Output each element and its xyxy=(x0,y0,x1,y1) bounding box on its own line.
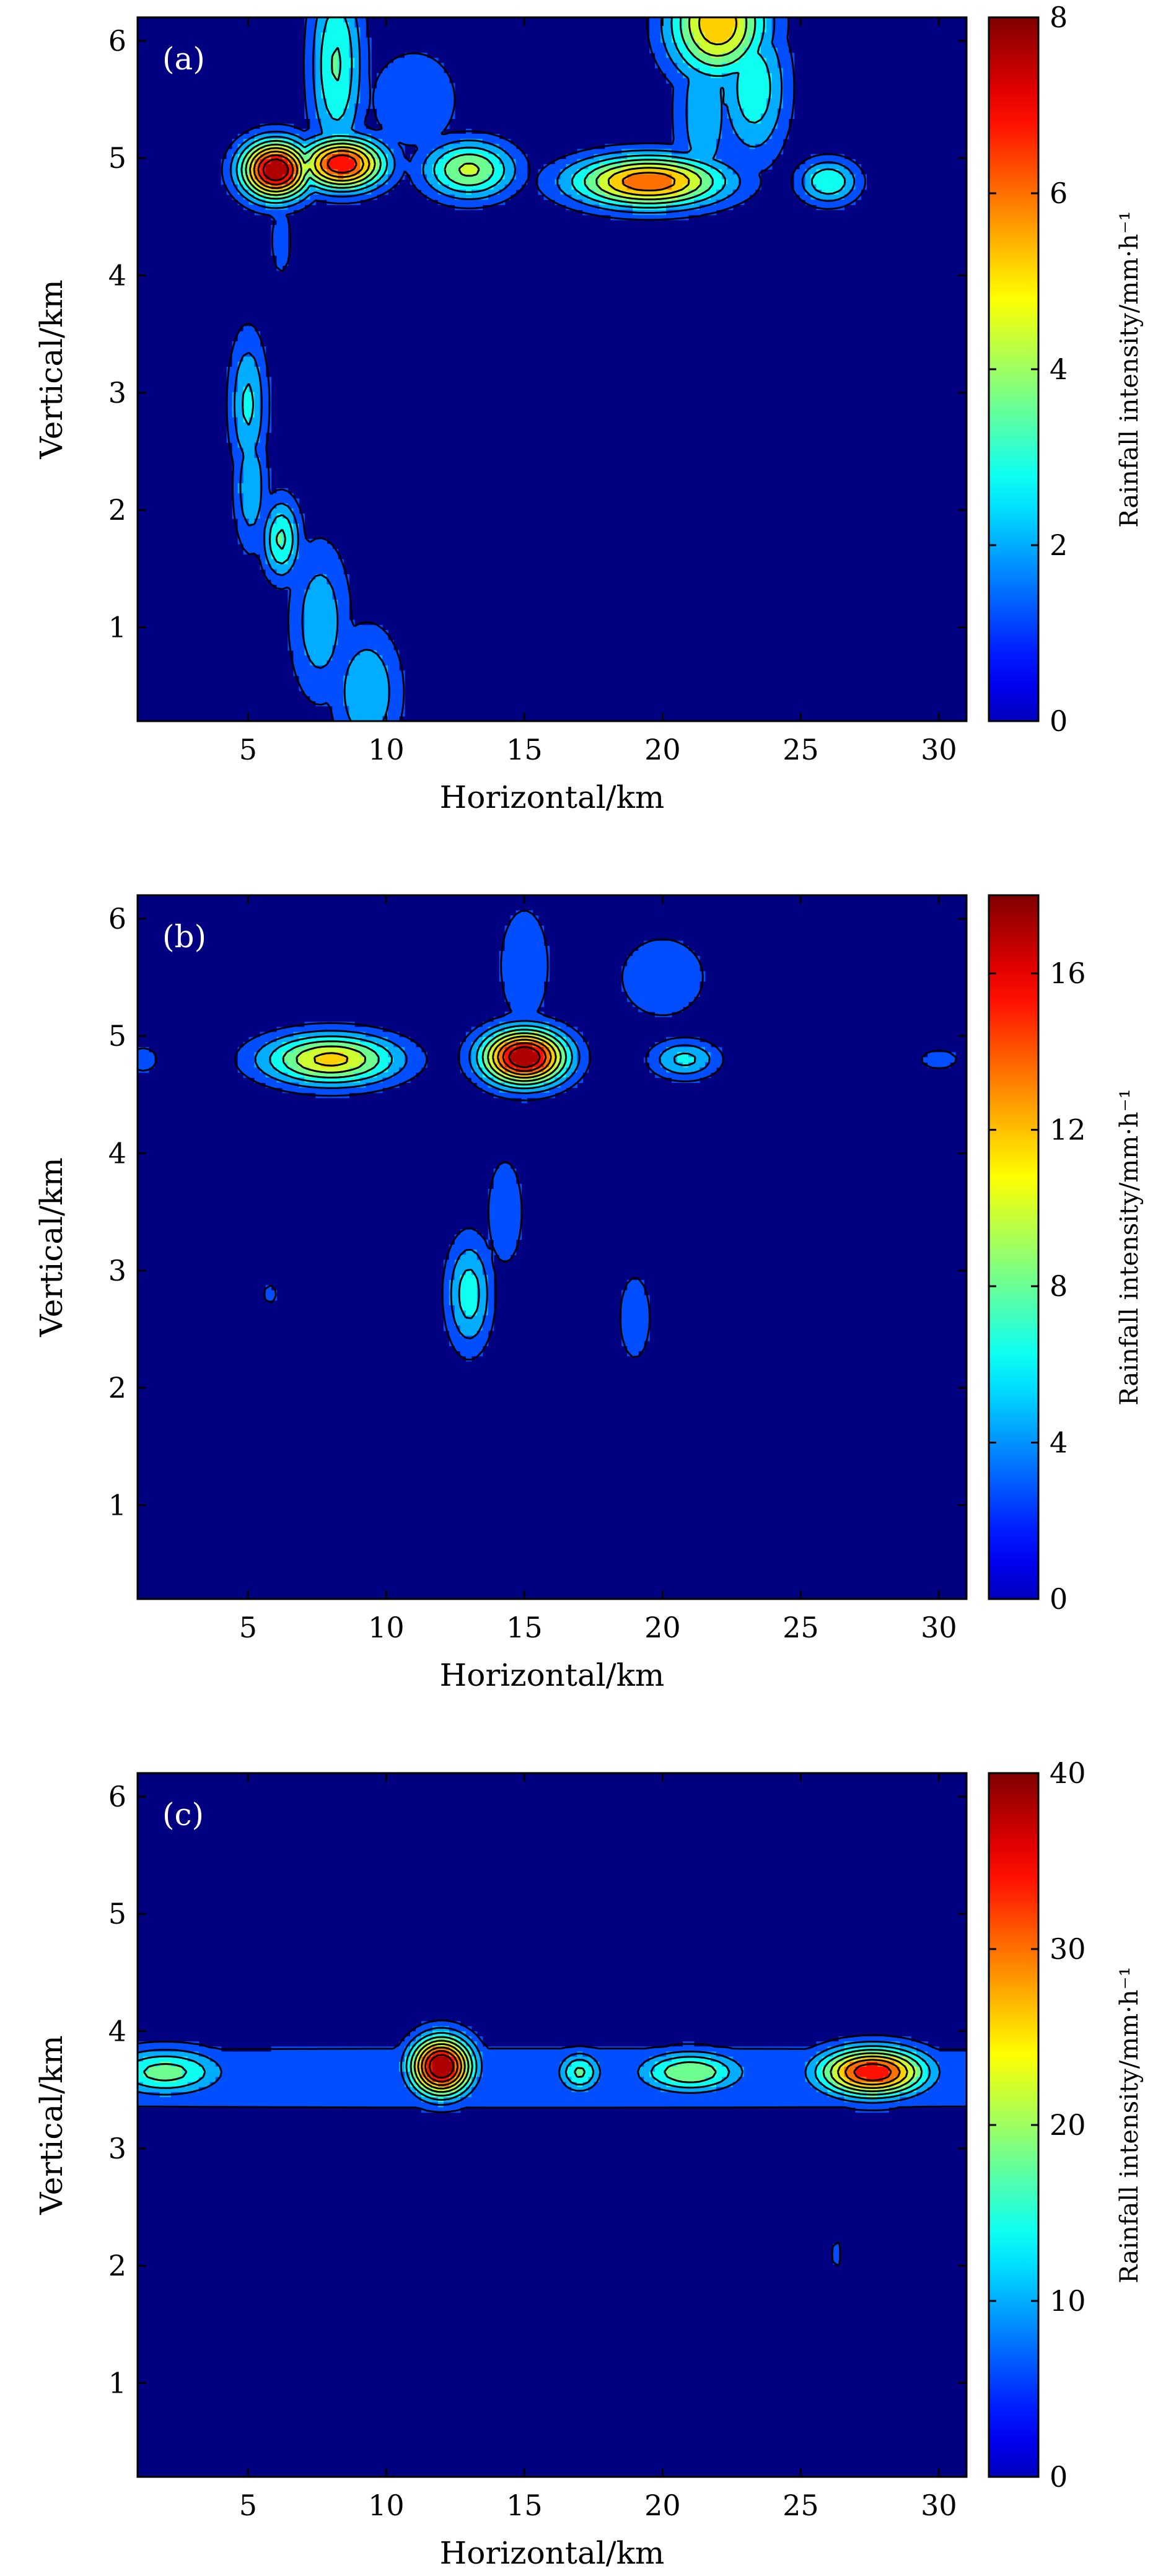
colorbar-tick-label: 8 xyxy=(1050,1269,1068,1303)
panel-letter: (a) xyxy=(162,41,205,77)
colorbar-label: Rainfall intensity/mm·h⁻¹ xyxy=(1115,211,1144,527)
y-tick-label: 5 xyxy=(108,1897,126,1930)
y-tick-label: 1 xyxy=(108,2367,126,2400)
x-tick-label: 10 xyxy=(368,1611,405,1644)
x-tick-label: 10 xyxy=(368,733,405,766)
plot-background xyxy=(138,895,967,1599)
colorbar-tick-label: 6 xyxy=(1050,177,1068,210)
colorbar-tick-label: 40 xyxy=(1050,1756,1086,1790)
colorbar-label: Rainfall intensity/mm·h⁻¹ xyxy=(1115,1966,1144,2283)
colorbar-gradient xyxy=(988,16,1040,722)
x-tick-label: 5 xyxy=(239,733,257,766)
chart-panel-0: 5 10 15 20 25 30123456Horizontal/kmVertical/k… xyxy=(33,1,1144,815)
x-tick-label: 5 xyxy=(239,1611,257,1644)
x-axis-label: Horizontal/km xyxy=(440,779,665,815)
contour-lines xyxy=(138,2019,967,2267)
y-tick-label: 5 xyxy=(108,141,126,175)
plot-frame xyxy=(136,1772,968,2478)
x-tick-label: 15 xyxy=(506,733,543,766)
x-tick-label: 10 xyxy=(368,2489,405,2522)
y-tick-label: 3 xyxy=(108,1254,126,1287)
contour-lines xyxy=(221,17,866,721)
y-tick-label: 4 xyxy=(108,259,126,292)
colorbar-label: Rainfall intensity/mm·h⁻¹ xyxy=(1115,1089,1144,1405)
colorbar-gradient xyxy=(988,1772,1040,2478)
y-axis-label: Vertical/km xyxy=(33,2035,69,2215)
colorbar-tick-label: 20 xyxy=(1050,2108,1086,2142)
colorbar-gradient xyxy=(988,894,1040,1600)
x-tick-label: 15 xyxy=(506,2489,543,2522)
x-tick-label: 20 xyxy=(644,1611,681,1644)
y-tick-label: 2 xyxy=(108,1371,126,1404)
colorbar-tick-label: 4 xyxy=(1050,353,1068,386)
colorbar-tick-label: 0 xyxy=(1050,704,1068,738)
y-tick-label: 1 xyxy=(108,1489,126,1522)
x-tick-label: 30 xyxy=(921,2489,957,2522)
colorbar-tick-label: 8 xyxy=(1050,1,1068,34)
y-tick-label: 2 xyxy=(108,2249,126,2282)
y-tick-label: 2 xyxy=(108,493,126,527)
x-tick-label: 15 xyxy=(506,1611,543,1644)
y-tick-label: 1 xyxy=(108,611,126,644)
x-tick-label: 25 xyxy=(783,2489,819,2522)
colorbar: 0 4 8 12 16 Rainfall intensity/mm·h⁻¹ xyxy=(988,894,1144,1616)
y-tick-label: 3 xyxy=(108,2132,126,2165)
x-tick-label: 5 xyxy=(239,2489,257,2522)
colorbar-tick-label: 10 xyxy=(1050,2284,1086,2318)
colorbar-tick-label: 2 xyxy=(1050,528,1068,562)
colorbar-tick-label: 4 xyxy=(1050,1426,1068,1460)
colorbar: 0 2 4 6 8 Rainfall intensity/mm·h⁻¹ xyxy=(988,1,1144,738)
panel-letter: (b) xyxy=(162,919,206,955)
contour-lines xyxy=(138,909,957,1361)
x-tick-label: 30 xyxy=(921,733,957,766)
panel-letter: (c) xyxy=(162,1797,204,1833)
x-axis-label: Horizontal/km xyxy=(440,1657,665,1693)
y-axis-label: Vertical/km xyxy=(33,279,69,459)
colorbar-tick-label: 30 xyxy=(1050,1932,1086,1966)
x-tick-label: 20 xyxy=(644,2489,681,2522)
x-tick-label: 25 xyxy=(783,1611,819,1644)
y-tick-label: 6 xyxy=(108,1780,126,1813)
y-tick-label: 5 xyxy=(108,1019,126,1053)
colorbar-tick-label: 16 xyxy=(1050,957,1086,990)
y-tick-label: 4 xyxy=(108,1137,126,1170)
y-axis-label: Vertical/km xyxy=(33,1157,69,1337)
x-tick-label: 25 xyxy=(783,733,819,766)
y-tick-label: 3 xyxy=(108,376,126,410)
plot-frame xyxy=(136,16,968,722)
chart-panel-1: 5 10 15 20 25 30123456Horizontal/kmVertical/k… xyxy=(33,894,1144,1693)
chart-panel-2: 5 10 15 20 25 30 1 2 3 4 5 6 Horizontal/km Vertical/k… xyxy=(33,1756,1144,2571)
x-axis-label: Horizontal/km xyxy=(440,2535,665,2571)
y-tick-label: 6 xyxy=(108,902,126,935)
y-tick-label: 6 xyxy=(108,24,126,58)
plot-frame xyxy=(136,894,968,1600)
plot-background xyxy=(138,1773,967,2477)
colorbar-tick-label: 0 xyxy=(1050,2460,1068,2494)
colorbar: 0 10 20 30 40 Rainfall intensity/mm·h⁻¹ xyxy=(988,1756,1144,2494)
colorbar-tick-label: 12 xyxy=(1050,1113,1086,1147)
x-tick-label: 30 xyxy=(921,1611,957,1644)
colorbar-tick-label: 0 xyxy=(1050,1582,1068,1616)
x-tick-label: 20 xyxy=(644,733,681,766)
y-tick-label: 4 xyxy=(108,2015,126,2048)
